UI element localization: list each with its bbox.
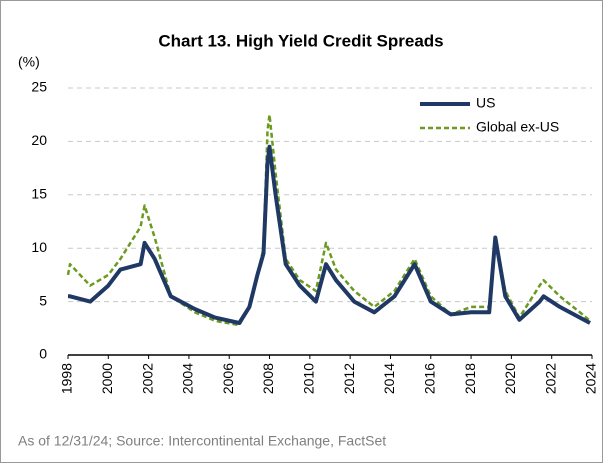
series-line [68,144,591,325]
y-tick-label: 25 [31,79,47,95]
x-tick-label: 2020 [502,363,518,394]
x-tick-label: 2004 [180,363,196,394]
legend-label: US [476,95,495,111]
x-tick-label: 2000 [99,363,115,394]
y-tick-label: 0 [39,346,47,362]
x-tick-label: 2002 [139,363,155,394]
x-tick-label: 2022 [542,363,558,394]
y-tick-label: 5 [39,292,47,308]
x-tick-label: 2012 [341,363,357,394]
x-tick-label: 2010 [301,363,317,394]
x-tick-label: 2016 [421,363,437,394]
x-tick-label: 2024 [583,363,599,394]
chart-title: Chart 13. High Yield Credit Spreads [158,31,443,50]
x-tick-label: 2008 [260,363,276,394]
y-tick-label: 15 [31,186,47,202]
legend-label: Global ex-US [476,119,559,135]
x-tick-label: 2018 [462,363,478,394]
x-tick-label: 2006 [220,363,236,394]
x-tick-label: 2014 [381,363,397,394]
y-tick-label: 20 [31,132,47,148]
x-tick-label: 1998 [59,363,75,394]
y-tick-label: 10 [31,239,47,255]
source-note: As of 12/31/24; Source: Intercontinental… [18,433,386,449]
y-axis-label: (%) [18,54,40,70]
